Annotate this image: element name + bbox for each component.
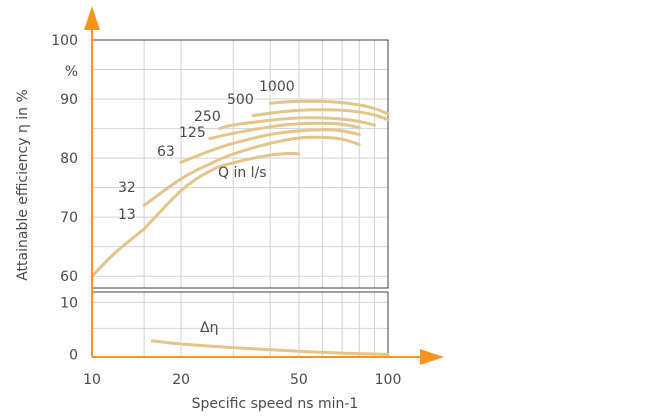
x-axis-arrow	[420, 349, 444, 365]
y-axis-title: Attainable efficiency η in %	[15, 89, 31, 281]
y-tick-label: 100	[51, 33, 78, 49]
curve-q-13	[142, 151, 301, 231]
y-tick-label: 60	[60, 269, 78, 285]
efficiency-curves	[90, 99, 390, 278]
curve-q-32	[142, 135, 361, 207]
curve-q-500	[251, 108, 390, 122]
curve-lower-envelope	[90, 227, 146, 278]
series-label-1000: 1000	[259, 79, 295, 95]
y-tick-label: 80	[60, 151, 78, 167]
top-panel-frame	[91, 39, 389, 289]
annotation-q-in-ls: Q in l/s	[218, 165, 267, 181]
series-label-13: 13	[118, 207, 136, 223]
delta-curve	[150, 339, 390, 356]
curve-delta-eta	[150, 339, 390, 356]
top-grid	[91, 39, 389, 289]
x-tick-label: 100	[375, 372, 402, 388]
y-tick-label-bottom: 0	[69, 347, 78, 363]
series-label-250: 250	[194, 109, 221, 125]
y-tick-label-bottom: 10	[60, 295, 78, 311]
series-label-125: 125	[179, 125, 206, 141]
y-axis-arrow	[84, 6, 100, 30]
x-tick-label: 20	[172, 372, 190, 388]
series-label-500: 500	[227, 92, 254, 108]
bottom-grid	[91, 291, 389, 357]
x-tick-label: 10	[83, 372, 101, 388]
y-tick-label: 90	[60, 92, 78, 108]
series-label-32: 32	[118, 180, 136, 196]
curve-q-1000	[268, 99, 390, 116]
y-tick-label: 70	[60, 210, 78, 226]
x-axis-title: Specific speed ns min-1	[192, 396, 359, 412]
y-unit-label: %	[65, 64, 78, 80]
x-tick-label: 50	[290, 372, 308, 388]
curve-q-125	[208, 121, 361, 141]
axes	[84, 6, 444, 365]
series-label-delta-eta: Δη	[200, 320, 218, 336]
curve-q-63	[179, 128, 361, 164]
curve-q-250	[218, 116, 376, 131]
series-label-63: 63	[157, 144, 175, 160]
